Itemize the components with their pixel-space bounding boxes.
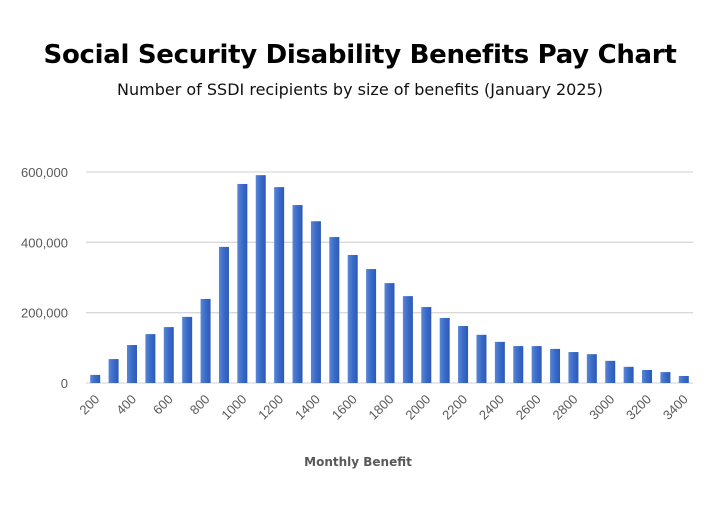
bar-3200 [642,369,653,383]
bar-1300 [292,205,303,383]
y-tick-label: 200,000 [21,306,68,321]
bar-3000 [605,360,616,383]
bar-1000 [237,183,248,383]
bar-500 [145,334,156,383]
bar-1200 [274,187,285,383]
bar-2300 [476,334,487,383]
x-tick-label: 2200 [439,392,470,423]
bar-700 [182,316,193,383]
bar-1600 [347,254,358,383]
x-axis-label: Monthly Benefit [304,455,412,469]
x-tick-label: 800 [187,392,213,418]
bar-200 [90,374,101,383]
bar-2100 [439,317,450,383]
x-tick-label: 1800 [366,392,397,423]
bar-2900 [586,354,597,383]
x-tick-label: 2400 [476,392,507,423]
bar-1100 [255,175,266,383]
bar-2400 [494,341,505,383]
x-tick-label: 1000 [218,392,249,423]
bar-1800 [384,283,395,383]
bar-2500 [513,346,524,383]
y-tick-label: 0 [61,376,68,391]
bar-1500 [329,237,340,383]
bar-1900 [402,296,413,383]
x-tick-label: 2600 [513,392,544,423]
bar-2000 [421,307,432,383]
x-tick-label: 1600 [329,392,360,423]
y-tick-label: 400,000 [21,235,68,250]
chart-title: Social Security Disability Benefits Pay … [43,40,677,70]
bar-600 [163,327,174,383]
y-tick-label: 600,000 [21,165,68,180]
bar-3300 [660,372,671,383]
bar-3400 [678,375,689,383]
bar-400 [126,345,137,383]
bar-800 [200,298,211,383]
bar-2700 [550,348,561,383]
x-tick-label: 2800 [550,392,581,423]
x-tick-label: 1400 [292,392,323,423]
x-tick-label: 3200 [623,392,654,423]
x-tick-label: 600 [150,392,176,418]
chart-subtitle: Number of SSDI recipients by size of ben… [117,80,603,99]
bar-2200 [458,326,469,383]
x-tick-label: 200 [76,392,102,418]
x-tick-label: 3000 [586,392,617,423]
x-tick-label: 1200 [255,392,286,423]
x-tick-label: 400 [113,392,139,418]
bar-900 [218,246,229,383]
bar-2800 [568,352,579,383]
bar-1700 [366,269,377,383]
bar-3100 [623,366,634,383]
x-tick-label: 3400 [660,392,691,423]
bar-1400 [310,221,321,383]
x-tick-label: 2000 [402,392,433,423]
bar-300 [108,359,119,383]
bar-2600 [531,346,542,383]
